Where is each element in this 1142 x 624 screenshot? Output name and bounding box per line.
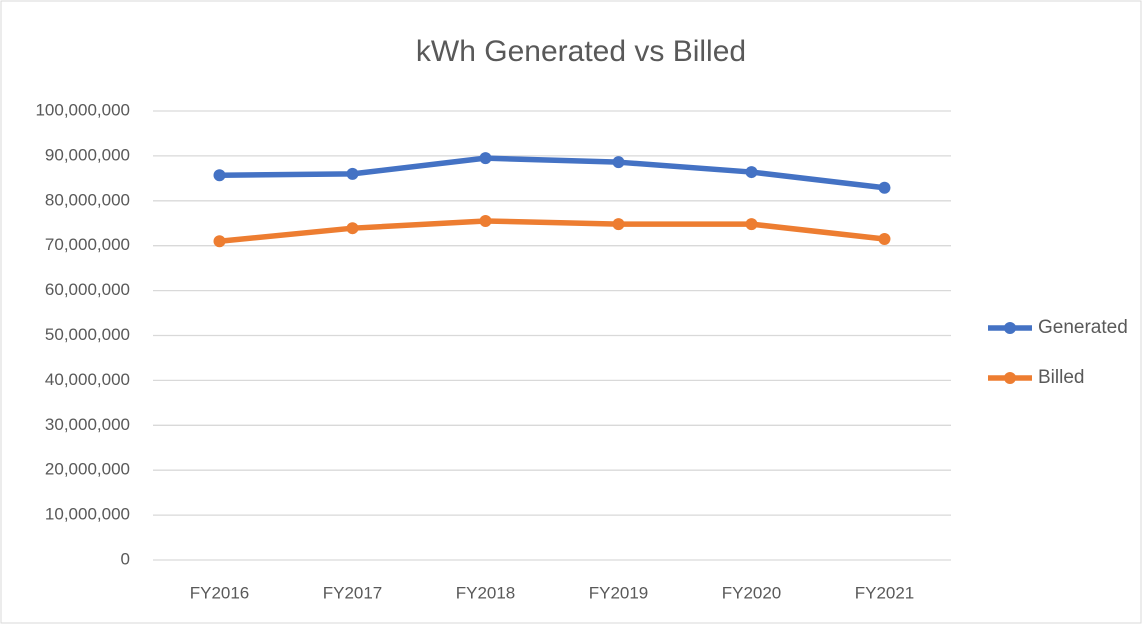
y-tick-label: 10,000,000 [45, 505, 130, 524]
series-line [216, 218, 888, 244]
x-tick-label: FY2018 [456, 583, 516, 602]
point [745, 166, 758, 179]
point [745, 218, 758, 231]
point [213, 235, 226, 248]
y-tick-label: 20,000,000 [45, 460, 130, 479]
point [479, 152, 492, 165]
chart-title: kWh Generated vs Billed [416, 35, 746, 68]
x-tick-label: FY2017 [323, 583, 383, 602]
point [612, 218, 625, 231]
point [346, 222, 359, 235]
x-tick-label: FY2021 [855, 583, 915, 602]
x-tick-label: FY2019 [589, 583, 649, 602]
y-tick-label: 70,000,000 [45, 235, 130, 254]
y-tick-label: 100,000,000 [35, 100, 130, 119]
legend-label: Billed [1038, 367, 1084, 388]
y-tick-label: 60,000,000 [45, 280, 130, 299]
y-tick-label: 90,000,000 [45, 145, 130, 164]
y-tick-label: 0 [121, 549, 130, 568]
x-tick-label: FY2016 [190, 583, 250, 602]
point [612, 156, 625, 169]
point [479, 215, 492, 228]
y-tick-label: 50,000,000 [45, 325, 130, 344]
point [213, 169, 226, 182]
y-tick-label: 80,000,000 [45, 190, 130, 209]
point [878, 181, 891, 194]
legend-label: Generated [1038, 317, 1128, 338]
series-line [216, 155, 888, 191]
x-tick-label: FY2020 [722, 583, 782, 602]
point [346, 167, 359, 180]
y-tick-label: 40,000,000 [45, 370, 130, 389]
y-tick-label: 30,000,000 [45, 415, 130, 434]
legend-marker [1004, 322, 1016, 334]
point [878, 232, 891, 245]
legend-marker [1004, 372, 1016, 384]
